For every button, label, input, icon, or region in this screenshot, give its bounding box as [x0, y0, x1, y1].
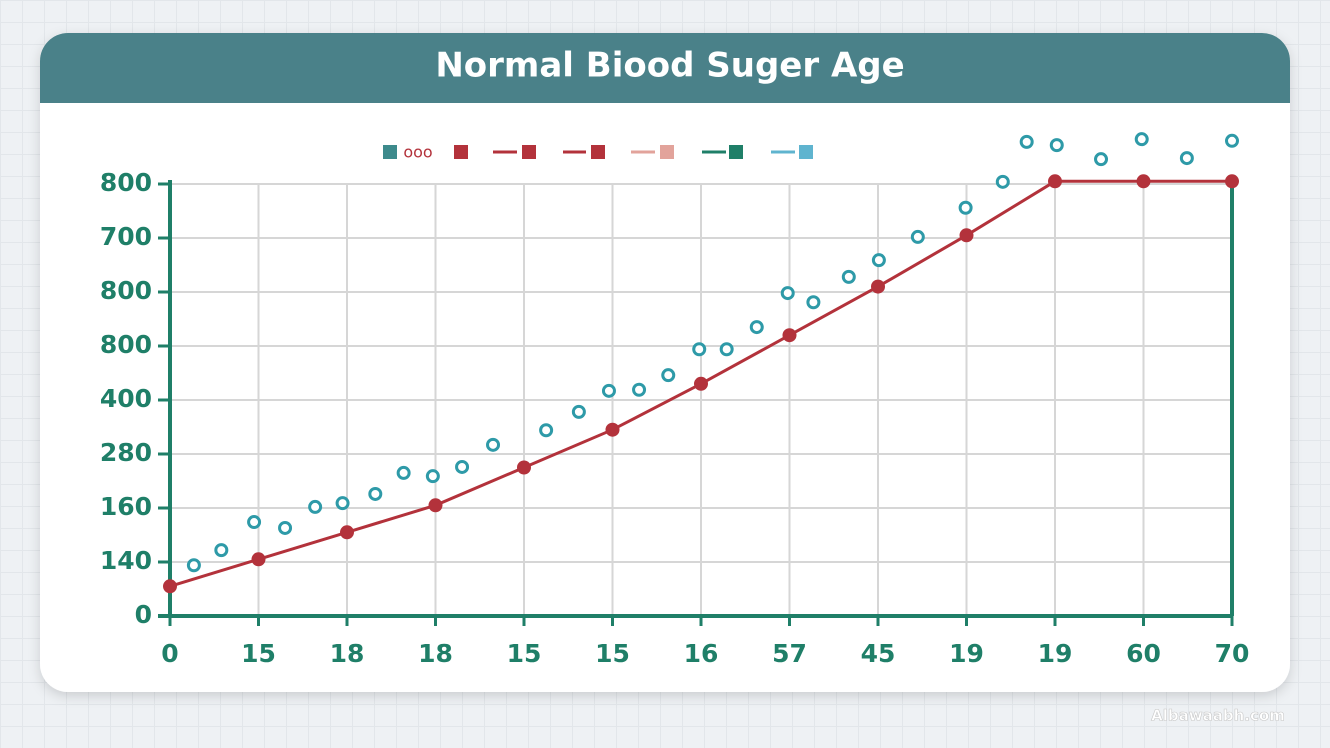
point [661, 368, 676, 383]
point [871, 253, 886, 268]
point [632, 382, 647, 397]
point [455, 459, 470, 474]
x-tick-label: 15 [507, 639, 542, 668]
legend: ooo [383, 143, 813, 162]
chart-title: Normal Biood Suger Age [435, 46, 904, 86]
point [692, 342, 707, 357]
x-tick-label: 57 [772, 639, 807, 668]
point [539, 423, 554, 438]
x-tick-label: 19 [949, 639, 984, 668]
point [340, 525, 354, 540]
x-tick-label: 15 [595, 639, 630, 668]
point [959, 228, 974, 243]
point [749, 320, 764, 335]
point [425, 469, 440, 484]
point [396, 465, 411, 480]
point [958, 200, 973, 215]
point [694, 376, 708, 391]
y-tick-label: 400 [100, 384, 152, 413]
point [910, 229, 925, 244]
point [428, 498, 443, 513]
y-tick-label: 800 [100, 168, 152, 197]
point [1134, 132, 1149, 147]
point [247, 515, 262, 530]
point [308, 499, 323, 514]
header [40, 33, 1290, 103]
point [214, 543, 229, 558]
point [278, 520, 293, 535]
point [368, 486, 383, 501]
y-tick-label: 800 [100, 276, 152, 305]
point [719, 342, 734, 357]
point [1048, 174, 1062, 189]
point [806, 295, 821, 310]
point [782, 328, 797, 343]
x-tick-label: 18 [330, 639, 365, 668]
watermark: Albawaabh.com [1151, 707, 1285, 725]
point [605, 422, 620, 437]
y-tick-label: 140 [100, 546, 152, 575]
card [40, 33, 1290, 692]
point [1094, 152, 1109, 167]
point [186, 558, 201, 573]
point [601, 383, 616, 398]
y-tick-label: 160 [100, 492, 152, 521]
point [1179, 151, 1194, 166]
point [163, 579, 177, 594]
point [841, 269, 856, 284]
point [871, 279, 885, 294]
x-tick-label: 15 [241, 639, 276, 668]
x-tick-label: 70 [1215, 639, 1250, 668]
point [1136, 174, 1151, 189]
y-tick-label: 700 [100, 222, 152, 251]
point [486, 437, 501, 452]
x-tick-label: 60 [1126, 639, 1161, 668]
point [780, 286, 795, 301]
y-tick-label: 280 [100, 438, 152, 467]
point [1225, 174, 1239, 189]
point [1019, 134, 1034, 149]
svg-text:ooo: ooo [403, 143, 432, 162]
point [1049, 138, 1064, 153]
point [517, 460, 531, 475]
y-tick-label: 800 [100, 330, 152, 359]
y-tick-label: 0 [135, 600, 152, 629]
point [571, 404, 586, 419]
point [251, 552, 266, 567]
x-tick-label: 19 [1038, 639, 1073, 668]
point [335, 496, 350, 511]
x-tick-label: 0 [161, 639, 178, 668]
x-tick-label: 16 [684, 639, 719, 668]
point [1225, 133, 1239, 148]
x-tick-label: 45 [861, 639, 896, 668]
x-tick-label: 18 [418, 639, 453, 668]
point [995, 174, 1010, 189]
